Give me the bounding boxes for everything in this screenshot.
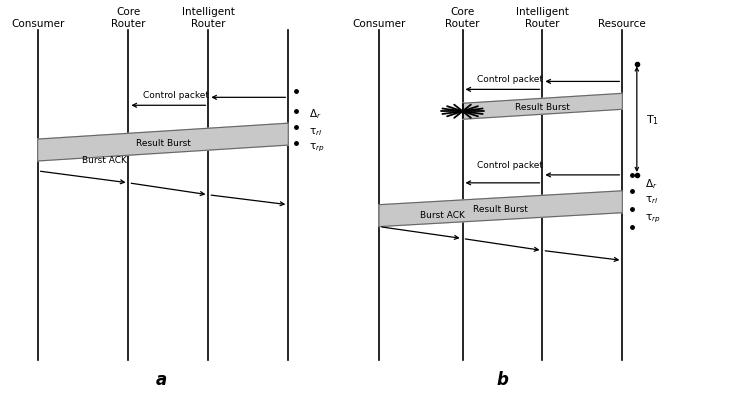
Text: b: b	[496, 370, 508, 388]
Text: Result Burst: Result Burst	[136, 138, 190, 147]
Polygon shape	[379, 191, 623, 227]
Text: Consumer: Consumer	[352, 19, 406, 28]
Text: Resource: Resource	[599, 19, 646, 28]
Text: τ$_{rl}$: τ$_{rl}$	[645, 193, 658, 205]
Text: a: a	[155, 370, 167, 388]
Text: Control packet: Control packet	[477, 75, 543, 84]
Text: Core
Router: Core Router	[112, 7, 146, 28]
Text: Control packet: Control packet	[143, 91, 208, 100]
Text: τ$_{rp}$: τ$_{rp}$	[645, 212, 660, 224]
Text: Δ$_{r}$: Δ$_{r}$	[645, 176, 658, 190]
Text: Δ$_{r}$: Δ$_{r}$	[308, 107, 321, 121]
Text: Result Burst: Result Burst	[473, 205, 528, 214]
Text: Intelligent
Router: Intelligent Router	[516, 7, 569, 28]
Text: Burst ACK: Burst ACK	[82, 155, 128, 164]
Text: Intelligent
Router: Intelligent Router	[182, 7, 235, 28]
Text: Burst ACK: Burst ACK	[420, 211, 465, 220]
Text: Control packet: Control packet	[477, 160, 543, 170]
Text: Consumer: Consumer	[11, 19, 64, 28]
Text: Result Burst: Result Burst	[515, 103, 570, 111]
Text: Core
Router: Core Router	[445, 7, 480, 28]
Text: τ$_{rl}$: τ$_{rl}$	[308, 126, 322, 138]
Polygon shape	[462, 94, 623, 120]
Text: τ$_{rp}$: τ$_{rp}$	[308, 142, 324, 154]
Text: T$_1$: T$_1$	[646, 113, 659, 127]
Polygon shape	[38, 124, 288, 162]
